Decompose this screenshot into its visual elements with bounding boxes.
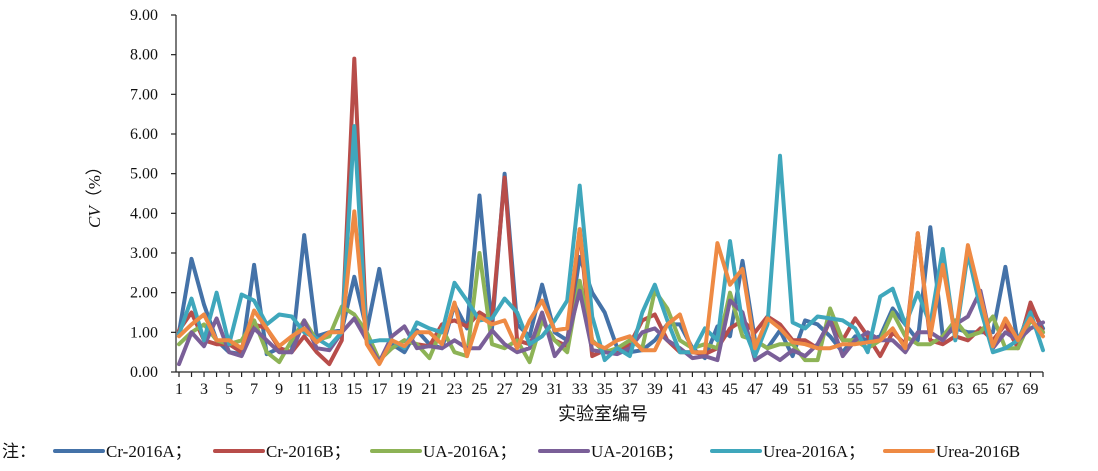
legend-label: UA-2016B；: [591, 442, 684, 461]
y-axis: 0.00 1.00 2.00 3.00 4.00 5.00 6.00 7.00 8.00 9.00: [130, 7, 177, 381]
x-tick-label: 47: [747, 381, 763, 398]
x-tick-label: 19: [396, 381, 412, 398]
y-tick-label: 9.00: [130, 7, 158, 24]
x-tick-label: 55: [847, 381, 863, 398]
x-tick-label: 59: [897, 381, 913, 398]
x-tick-label: 63: [947, 381, 963, 398]
legend: 注： Cr-2016A； Cr-2016B； UA-2016A； UA-2016B； U…: [2, 442, 1020, 461]
x-tick-label: 31: [547, 381, 563, 398]
x-tick-label: 1: [175, 381, 183, 398]
legend-label: Urea-2016B: [936, 442, 1020, 461]
x-tick-label: 51: [797, 381, 813, 398]
series-line-urea-2016a: [177, 124, 1045, 363]
x-tick-label: 69: [1022, 381, 1038, 398]
x-tick-label: 49: [772, 381, 788, 398]
x-tick-label: 67: [997, 381, 1013, 398]
x-tick-label: 41: [672, 381, 688, 398]
legend-label: Cr-2016A；: [106, 442, 192, 461]
x-tick-label: 57: [872, 381, 888, 398]
y-tick-label: 3.00: [130, 245, 158, 262]
legend-prefix: 注：: [2, 442, 36, 461]
y-tick-label: 2.00: [130, 285, 158, 302]
x-tick-label: 35: [597, 381, 613, 398]
y-tick-label: 8.00: [130, 47, 158, 64]
x-tick-label: 7: [250, 381, 258, 398]
x-tick-label: 53: [822, 381, 838, 398]
x-tick-label: 27: [497, 381, 513, 398]
x-tick-label: 39: [647, 381, 663, 398]
y-tick-label: 4.00: [130, 205, 158, 222]
x-tick-label: 25: [472, 381, 488, 398]
series-line-urea-2016b: [177, 209, 1045, 367]
x-tick-label: 65: [972, 381, 988, 398]
x-tick-label: 23: [446, 381, 462, 398]
y-tick-label: 0.00: [130, 364, 158, 381]
y-axis-label-italic: CV: [85, 204, 104, 228]
x-tick-label: 37: [622, 381, 638, 398]
series-lines: [177, 56, 1045, 367]
x-tick-label: 61: [922, 381, 938, 398]
x-tick-label: 29: [522, 381, 538, 398]
series-line-cr-2016b: [177, 56, 1045, 367]
x-tick-label: 21: [421, 381, 437, 398]
x-tick-label: 13: [321, 381, 337, 398]
y-tick-label: 7.00: [130, 86, 158, 103]
y-axis-label-rest: （%）: [85, 158, 104, 206]
legend-label: Urea-2016A；: [763, 442, 865, 461]
series-line-cr-2016a: [177, 171, 1045, 361]
x-tick-label: 15: [346, 381, 362, 398]
x-tick-label: 3: [200, 381, 208, 398]
x-tick-label: 45: [722, 381, 738, 398]
y-tick-label: 5.00: [130, 166, 158, 183]
x-tick-label: 17: [371, 381, 387, 398]
x-tick-label: 5: [225, 381, 233, 398]
y-tick-label: 6.00: [130, 126, 158, 143]
legend-label: UA-2016A；: [423, 442, 517, 461]
legend-label: Cr-2016B；: [266, 442, 351, 461]
x-axis-label: 实验室编号: [558, 404, 648, 424]
x-tick-label: 43: [697, 381, 713, 398]
x-tick-label: 33: [572, 381, 588, 398]
x-axis: 1 3 5 7 9 11 13 15 17 19 21 23 25 27 29 31 33 35 37 39 41 43 4…: [175, 371, 1044, 398]
x-tick-label: 11: [297, 381, 312, 398]
y-axis-label: CV（%）: [85, 158, 104, 228]
x-tick-label: 9: [275, 381, 283, 398]
y-tick-label: 1.00: [130, 324, 158, 341]
